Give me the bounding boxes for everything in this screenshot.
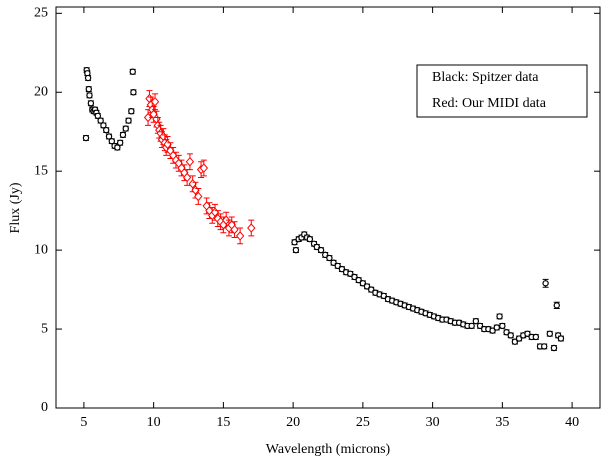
y-tick-label: 0	[41, 400, 48, 415]
data-point	[185, 156, 195, 167]
data-point	[116, 139, 124, 146]
y-tick-label: 20	[34, 84, 48, 99]
y-tick-label: 25	[34, 6, 48, 21]
data-point	[326, 254, 333, 262]
x-tick-label: 5	[80, 415, 87, 430]
x-tick-label: 30	[426, 415, 440, 430]
y-tick-label: 15	[34, 163, 48, 178]
data-point	[532, 333, 540, 341]
y-tick-label: 5	[41, 321, 48, 336]
data-point	[322, 251, 329, 259]
x-tick-label: 35	[495, 415, 509, 430]
data-point	[546, 330, 553, 337]
data-point	[489, 327, 496, 334]
data-point	[476, 322, 484, 330]
data-point	[82, 134, 90, 142]
x-tick-label: 20	[286, 415, 300, 430]
legend-box	[416, 64, 588, 118]
data-point	[84, 74, 92, 82]
data-point	[182, 172, 192, 183]
data-point	[129, 68, 136, 75]
x-tick-label: 15	[216, 415, 230, 430]
data-point	[368, 286, 375, 293]
data-point	[363, 283, 371, 290]
data-point	[143, 112, 153, 123]
data-point	[292, 246, 300, 254]
data-point	[313, 243, 321, 251]
data-point	[541, 343, 548, 350]
data-point	[499, 322, 506, 330]
data-point	[507, 332, 514, 339]
y-tick-label: 10	[34, 242, 48, 257]
data-point	[86, 92, 93, 99]
data-point	[87, 100, 95, 107]
data-point	[380, 292, 387, 300]
data-point	[119, 131, 127, 139]
data-point	[503, 329, 510, 336]
data-point	[511, 338, 519, 345]
x-tick-label: 10	[147, 415, 161, 430]
data-point	[317, 246, 325, 254]
data-point	[306, 235, 314, 243]
data-point	[359, 280, 367, 287]
x-tick-label: 25	[356, 415, 370, 430]
plot-frame	[55, 6, 601, 409]
data-point	[493, 324, 500, 331]
data-point	[330, 259, 337, 266]
data-point	[150, 96, 160, 107]
data-point	[128, 107, 135, 115]
data-point	[247, 223, 256, 233]
data-point	[235, 231, 245, 241]
legend-label: Red: Our MIDI data	[432, 96, 547, 111]
data-point	[199, 163, 209, 173]
data-point	[230, 224, 239, 235]
data-point	[524, 330, 531, 337]
data-point	[103, 126, 110, 134]
data-point	[515, 335, 523, 342]
data-point	[338, 265, 346, 273]
data-point	[351, 273, 358, 281]
data-point	[85, 85, 92, 93]
legend-label: Black: Spitzer data	[432, 70, 539, 85]
x-axis-label: Wavelength (microns)	[266, 442, 391, 457]
data-point	[557, 335, 565, 342]
data-point	[122, 125, 129, 132]
data-point	[334, 262, 341, 270]
data-point	[194, 191, 203, 202]
data-point	[125, 117, 132, 124]
data-point	[291, 239, 298, 246]
data-point	[542, 280, 549, 287]
data-point	[553, 302, 560, 309]
x-tick-label: 40	[565, 415, 579, 430]
data-point	[472, 317, 480, 325]
data-point	[550, 344, 558, 352]
data-point	[355, 276, 362, 284]
data-point	[130, 89, 137, 96]
data-point	[468, 322, 475, 330]
data-point	[347, 270, 354, 278]
data-point	[496, 313, 503, 320]
y-axis-label: Flux (Jy)	[8, 182, 23, 233]
